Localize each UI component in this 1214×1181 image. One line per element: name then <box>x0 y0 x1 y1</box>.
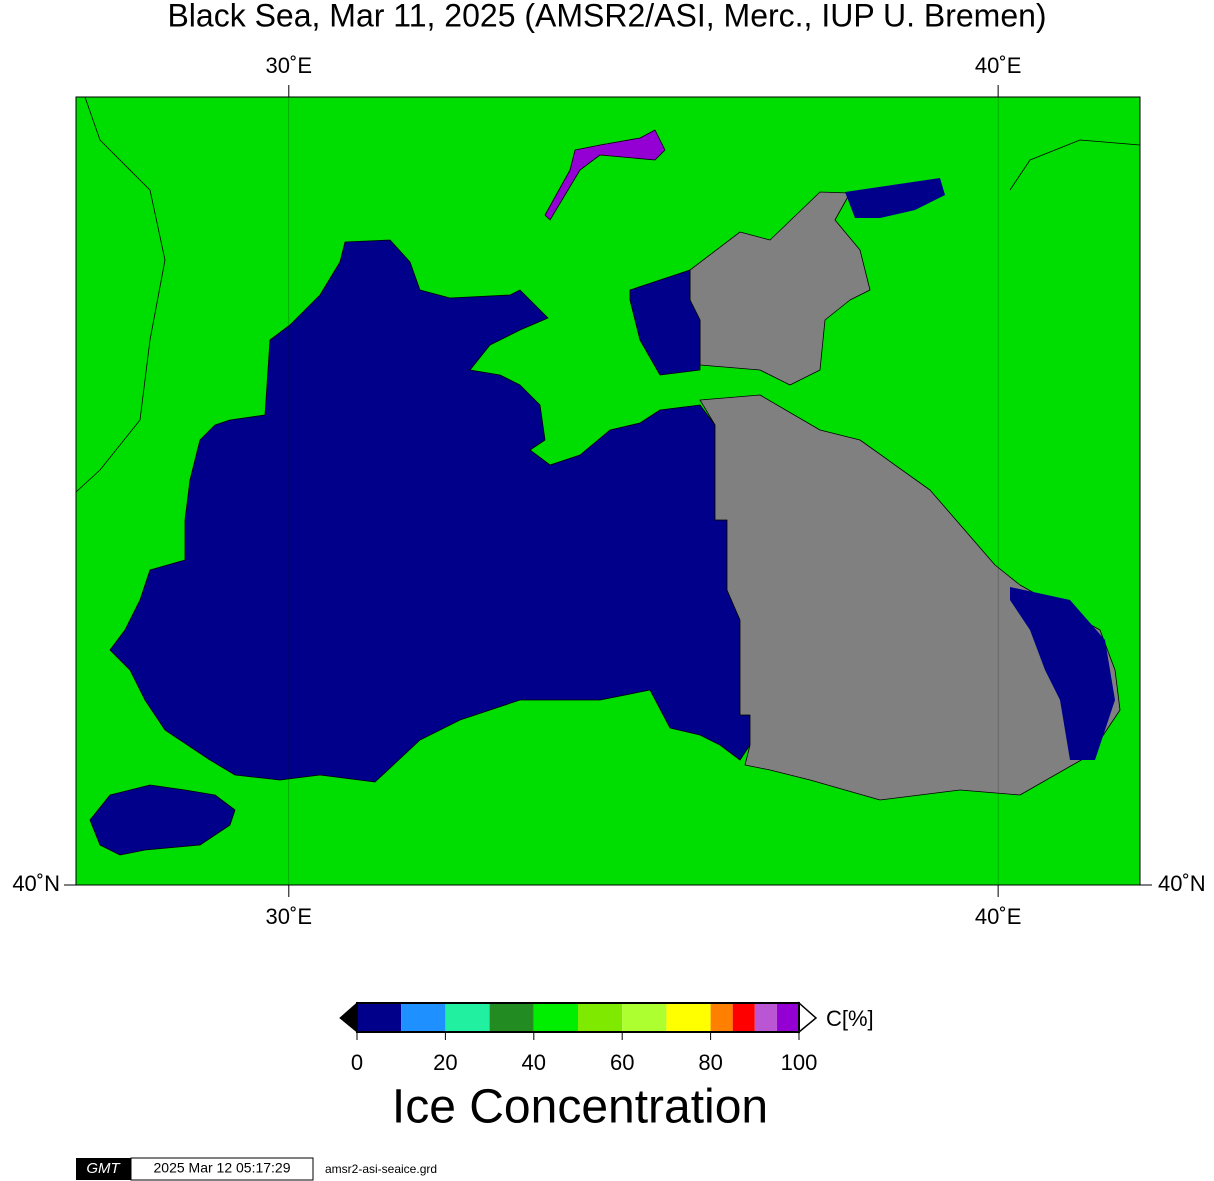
logo-box <box>76 1158 131 1180</box>
colorbar-segment <box>401 1003 446 1032</box>
map <box>75 96 1141 886</box>
colorbar-frame <box>356 1002 800 1033</box>
x-tick-label: 40˚E <box>975 53 1021 78</box>
x-tick-label: 30˚E <box>266 53 312 78</box>
colorbar-tick-label: 80 <box>698 1050 722 1075</box>
colorbar <box>339 1001 818 1034</box>
sea-ice-free <box>109 239 751 783</box>
sea-ice <box>544 129 666 221</box>
colorbar-segment <box>357 1003 402 1032</box>
colorbar-title: Ice Concentration <box>392 1081 768 1134</box>
colorbar-segment <box>622 1003 667 1032</box>
colorbar-tick-label: 0 <box>351 1050 363 1075</box>
colorbar-tick-label: 60 <box>610 1050 634 1075</box>
colorbar-over <box>798 1001 818 1034</box>
colorbar-segment <box>489 1003 534 1032</box>
colorbar-segment <box>776 1003 799 1032</box>
colorbar-segment <box>533 1003 578 1032</box>
colorbar-segment <box>445 1003 490 1032</box>
title: Black Sea, Mar 11, 2025 (AMSR2/ASI, Merc… <box>167 0 1046 33</box>
colorbar-segment <box>710 1003 733 1032</box>
colorbar-tick-label: 40 <box>522 1050 546 1075</box>
sea-ice-free <box>1010 587 1115 760</box>
logo: GMT <box>86 1160 121 1177</box>
sea-ice-free <box>845 178 945 218</box>
colorbar-segment <box>666 1003 711 1032</box>
colorbar-tick-label: 20 <box>433 1050 457 1075</box>
map-frame <box>75 96 1141 886</box>
x-tick-label: 40˚E <box>975 904 1021 929</box>
no-data-sea <box>699 394 1121 801</box>
file-name: amsr2-asi-seaice.grd <box>325 1162 437 1176</box>
timestamp-box <box>130 1157 314 1181</box>
sea-ice-free <box>89 784 236 856</box>
colorbar-segment <box>732 1003 755 1032</box>
colorbar-tick-label: 100 <box>781 1050 818 1075</box>
timestamp: 2025 Mar 12 05:17:29 <box>154 1160 291 1176</box>
border <box>1009 139 1141 191</box>
y-tick-label: 40˚N <box>12 871 60 896</box>
x-tick-label: 30˚E <box>266 904 312 929</box>
colorbar-segment <box>754 1003 777 1032</box>
y-tick-label: 40˚N <box>1158 871 1206 896</box>
sea-ice-free <box>629 269 701 376</box>
colorbar-segment <box>578 1003 623 1032</box>
border <box>75 96 166 493</box>
colorbar-unit: C[%] <box>826 1006 874 1031</box>
colorbar-under <box>339 1001 358 1034</box>
